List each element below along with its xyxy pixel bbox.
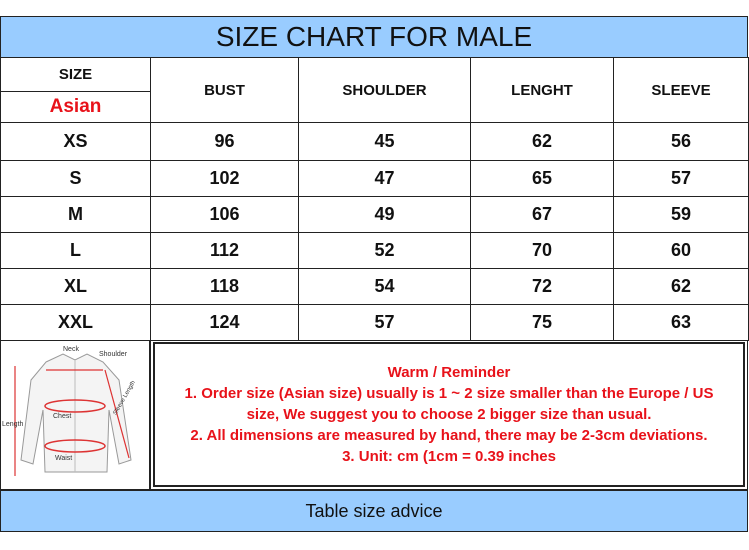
table-size-advice: Table size advice [0,490,748,532]
reminder-line: 3. Unit: cm (1cm = 0.39 inches [342,448,556,465]
reminder-heading: Warm / Reminder [387,364,511,381]
table-row: M 106 49 67 59 [0,196,749,233]
measurement-cell: 96 [150,122,299,161]
column-header-sleeve: SLEEVE [613,57,749,123]
measurement-cell: 56 [613,122,749,161]
region-label: Asian [0,91,151,123]
measurement-cell: 62 [613,268,749,305]
shirt-illustration: Neck Shoulder Chest Waist Length Sleeve … [2,346,137,476]
size-cell: M [0,196,151,233]
size-cell: S [0,160,151,197]
measurement-cell: 49 [298,196,471,233]
table-row: L 112 52 70 60 [0,232,749,269]
column-header-shoulder: SHOULDER [298,57,471,123]
size-cell: L [0,232,151,269]
reminder-box: Warm / Reminder 1. Order size (Asian siz… [150,340,748,490]
measurement-cell: 65 [470,160,614,197]
column-header-bust: BUST [150,57,299,123]
table-row: XL 118 54 72 62 [0,268,749,305]
column-header-length: LENGHT [470,57,614,123]
measurement-cell: 63 [613,304,749,341]
measurement-cell: 124 [150,304,299,341]
measurement-cell: 72 [470,268,614,305]
reminder-line: 2. All dimensions are measured by hand, … [190,427,708,444]
measurement-cell: 118 [150,268,299,305]
measurement-cell: 57 [298,304,471,341]
measurement-cell: 54 [298,268,471,305]
chart-title: SIZE CHART FOR MALE [0,16,748,58]
table-row: XS 96 45 62 56 [0,122,749,161]
table-row: XXL 124 57 75 63 [0,304,749,341]
measurement-cell: 75 [470,304,614,341]
length-label: Length [2,421,24,428]
measurement-cell: 70 [470,232,614,269]
measurement-cell: 102 [150,160,299,197]
measurement-cell: 67 [470,196,614,233]
shoulder-label: Shoulder [99,351,128,358]
measurement-cell: 52 [298,232,471,269]
measurement-cell: 59 [613,196,749,233]
measurement-cell: 57 [613,160,749,197]
waist-label: Waist [55,455,72,462]
size-header: SIZE [0,57,151,92]
size-table: SIZE BUST SHOULDER LENGHT SLEEVE Asian X… [0,57,749,341]
size-cell: XL [0,268,151,305]
reminder-line: size, We suggest you to choose 2 bigger … [246,406,652,423]
size-cell: XS [0,122,151,161]
neck-label: Neck [63,346,79,353]
measurement-cell: 45 [298,122,471,161]
measurement-cell: 47 [298,160,471,197]
chest-label: Chest [53,413,71,420]
measurement-cell: 62 [470,122,614,161]
table-row: S 102 47 65 57 [0,160,749,197]
measurement-cell: 60 [613,232,749,269]
reminder-line: 1. Order size (Asian size) usually is 1 … [184,385,714,402]
measurement-cell: 106 [150,196,299,233]
shirt-measurement-diagram: Neck Shoulder Chest Waist Length Sleeve … [0,340,150,490]
size-cell: XXL [0,304,151,341]
measurement-cell: 112 [150,232,299,269]
